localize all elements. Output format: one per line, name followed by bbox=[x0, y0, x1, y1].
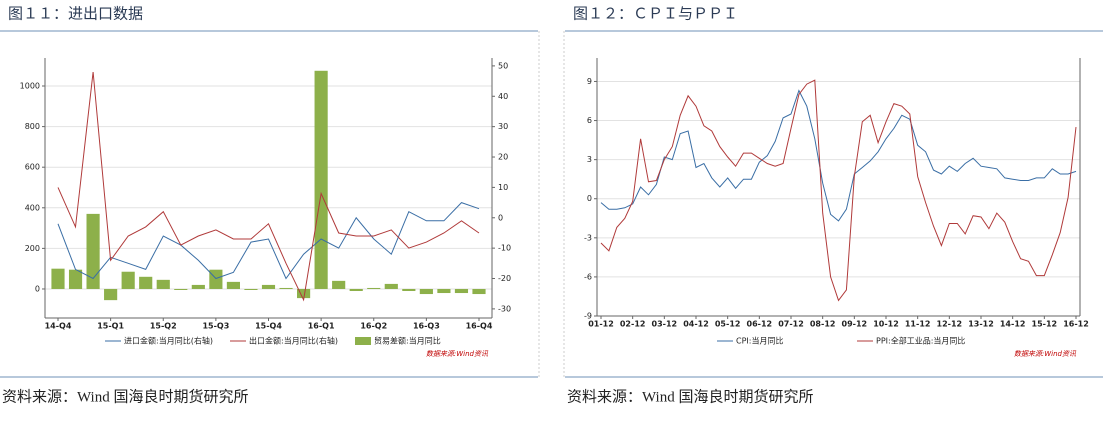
x-tick-label: 05-12 bbox=[715, 320, 741, 329]
source: 资料来源：Wind 国海良时期货研究所 bbox=[567, 388, 813, 405]
x-tick-label: 11-12 bbox=[905, 320, 931, 329]
x-tick-label: 16-Q1 bbox=[308, 322, 335, 331]
x-tick-label: 13-12 bbox=[968, 320, 994, 329]
bar bbox=[314, 70, 328, 289]
line bbox=[57, 202, 480, 280]
bar bbox=[261, 284, 276, 289]
bar bbox=[139, 276, 153, 289]
x-tick-label: 03-12 bbox=[652, 320, 678, 329]
y2-tick-label: -20 bbox=[498, 274, 511, 283]
bar bbox=[297, 288, 311, 299]
y-tick-label: 0 bbox=[35, 284, 40, 293]
legend-label: 进口金额:当月同比(右轴) bbox=[124, 336, 213, 346]
x-tick-label: 14-12 bbox=[1000, 320, 1026, 329]
source: 资料来源：Wind 国海良时期货研究所 bbox=[2, 388, 248, 405]
bar bbox=[121, 271, 135, 289]
bar bbox=[86, 213, 100, 289]
bar bbox=[472, 288, 486, 295]
x-tick-label: 15-Q2 bbox=[150, 322, 177, 331]
bar bbox=[332, 280, 346, 289]
bar bbox=[68, 269, 83, 289]
note: 数据来源:Wind资讯 bbox=[426, 350, 489, 358]
y-tick-label: 600 bbox=[25, 163, 40, 172]
bar bbox=[367, 287, 381, 289]
y2-tick-label: -30 bbox=[498, 304, 511, 313]
y2-tick-label: 40 bbox=[498, 92, 508, 101]
x-tick-label: 15-Q4 bbox=[255, 322, 282, 331]
legend-label: CPI:当月同比 bbox=[736, 336, 783, 346]
bar bbox=[437, 288, 451, 294]
chart-title: 图１１：进出口数据 bbox=[8, 5, 143, 23]
x-tick-label: 14-Q4 bbox=[45, 322, 72, 331]
bar bbox=[104, 288, 118, 301]
y-tick-label: 1000 bbox=[20, 82, 40, 91]
y-tick-label: 9 bbox=[587, 77, 592, 86]
chart-title: 图１２：ＣＰＩ与ＰＰＩ bbox=[573, 5, 738, 23]
bar bbox=[454, 288, 469, 294]
y-tick-label: 3 bbox=[587, 155, 592, 164]
y2-tick-label: 50 bbox=[498, 61, 508, 70]
y-tick-label: 800 bbox=[25, 122, 40, 131]
legend-label: PPI:全部工业品:当月同比 bbox=[876, 336, 965, 346]
note: 数据来源:Wind资讯 bbox=[1014, 350, 1077, 358]
y2-tick-label: 30 bbox=[498, 122, 508, 131]
bar bbox=[51, 268, 65, 289]
x-tick-label: 07-12 bbox=[778, 320, 804, 329]
x-tick-label: 08-12 bbox=[810, 320, 836, 329]
x-tick-label: 15-Q1 bbox=[97, 322, 124, 331]
x-tick-label: 01-12 bbox=[588, 320, 614, 329]
y2-tick-label: -10 bbox=[498, 244, 511, 253]
bar bbox=[402, 288, 416, 292]
y-tick-label: 400 bbox=[25, 203, 40, 212]
bar bbox=[349, 288, 363, 292]
y2-tick-label: 20 bbox=[498, 153, 508, 162]
x-tick-label: 04-12 bbox=[683, 320, 709, 329]
bar bbox=[419, 288, 433, 295]
bar bbox=[174, 288, 188, 290]
y-tick-label: 6 bbox=[587, 116, 592, 125]
line bbox=[600, 79, 1077, 302]
x-tick-label: 12-12 bbox=[937, 320, 963, 329]
y2-tick-label: 10 bbox=[498, 183, 508, 192]
x-tick-label: 09-12 bbox=[842, 320, 868, 329]
y-tick-label: -6 bbox=[584, 272, 592, 281]
bar bbox=[209, 269, 223, 289]
legend-label: 出口金额:当月同比(右轴) bbox=[249, 336, 338, 346]
x-tick-label: 15-12 bbox=[1032, 320, 1058, 329]
y-tick-label: -9 bbox=[584, 312, 592, 321]
y-tick-label: 0 bbox=[587, 194, 592, 203]
x-tick-label: 02-12 bbox=[620, 320, 646, 329]
x-tick-label: 16-12 bbox=[1063, 320, 1089, 329]
bar bbox=[156, 279, 170, 289]
bar bbox=[191, 284, 205, 289]
y-tick-label: -3 bbox=[584, 233, 592, 242]
x-tick-label: 16-Q3 bbox=[413, 322, 440, 331]
x-tick-label: 10-12 bbox=[873, 320, 899, 329]
x-tick-label: 16-Q4 bbox=[466, 322, 493, 331]
bar bbox=[279, 287, 293, 289]
y2-tick-label: 0 bbox=[498, 213, 503, 222]
legend-swatch bbox=[355, 337, 371, 345]
legend-label: 贸易差额:当月同比 bbox=[374, 336, 441, 346]
bar bbox=[244, 288, 258, 290]
x-tick-label: 06-12 bbox=[747, 320, 773, 329]
y-tick-label: 200 bbox=[25, 244, 40, 253]
x-tick-label: 16-Q2 bbox=[360, 322, 387, 331]
bar bbox=[226, 281, 240, 289]
line bbox=[57, 71, 480, 302]
bar bbox=[384, 283, 398, 289]
line bbox=[600, 89, 1077, 222]
x-tick-label: 15-Q3 bbox=[202, 322, 229, 331]
